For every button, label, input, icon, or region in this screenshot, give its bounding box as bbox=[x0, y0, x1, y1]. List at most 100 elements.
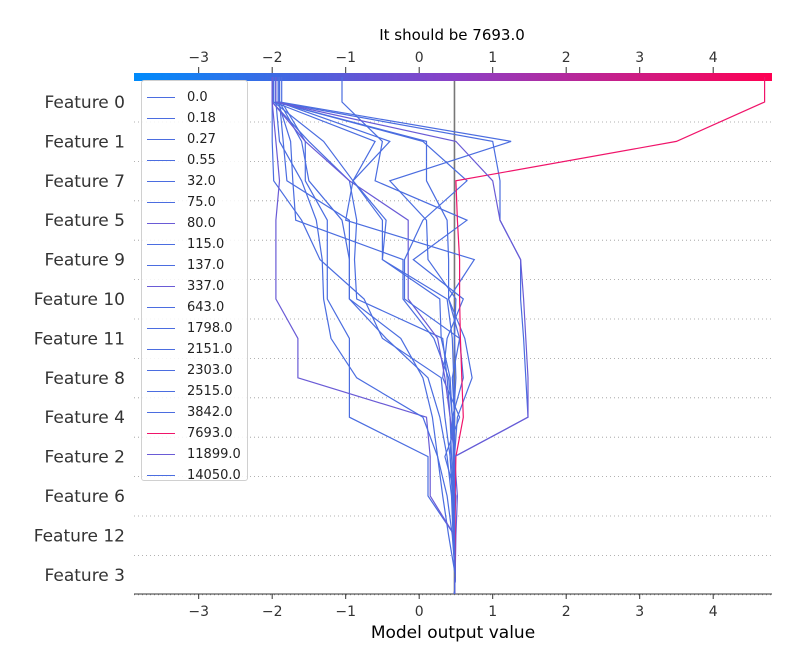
legend-item: 2151.0 bbox=[142, 339, 249, 360]
legend-swatch bbox=[147, 475, 175, 476]
legend-label: 0.55 bbox=[187, 153, 216, 168]
legend-label: 1798.0 bbox=[187, 321, 233, 336]
series-line bbox=[275, 77, 456, 595]
series-line bbox=[277, 77, 456, 595]
legend-item: 14050.0 bbox=[142, 465, 249, 486]
feature-label: Feature 11 bbox=[34, 329, 125, 349]
feature-label: Feature 6 bbox=[45, 487, 125, 507]
x-tick-label-bottom: −2 bbox=[262, 604, 283, 620]
series-line bbox=[271, 77, 456, 595]
legend-swatch bbox=[147, 349, 175, 350]
legend-item: 75.0 bbox=[142, 192, 249, 213]
legend-swatch bbox=[147, 307, 175, 308]
legend-label: 337.0 bbox=[187, 279, 225, 294]
x-tick-label-top: 0 bbox=[415, 50, 424, 66]
x-tick-label-bottom: −3 bbox=[188, 604, 209, 620]
series-line bbox=[278, 77, 456, 595]
legend-label: 14050.0 bbox=[187, 468, 241, 483]
feature-label: Feature 2 bbox=[45, 448, 125, 468]
series-line bbox=[278, 77, 512, 595]
feature-labels: Feature 0 Feature 1 Feature 7 Feature 5 Feat… bbox=[34, 93, 125, 586]
x-tick-label-bottom: 3 bbox=[635, 604, 644, 620]
x-axes: −3 −3 −2 −2 −1 −1 0 0 1 1 2 2 3 3 4 4 bbox=[134, 50, 772, 620]
legend-item: 115.0 bbox=[142, 234, 249, 255]
legend-label: 75.0 bbox=[187, 195, 216, 210]
legend-item: 3842.0 bbox=[142, 402, 249, 423]
series-line bbox=[281, 77, 456, 595]
legend-item: 2515.0 bbox=[142, 381, 249, 402]
legend-label: 3842.0 bbox=[187, 405, 233, 420]
legend-swatch bbox=[147, 286, 175, 287]
legend-label: 32.0 bbox=[187, 174, 216, 189]
legend-swatch bbox=[147, 433, 175, 434]
x-tick-label-bottom: 1 bbox=[488, 604, 497, 620]
legend: 0.0 0.18 0.27 0.55 32.0 75.0 80.0 115.0 137.0 337… bbox=[141, 80, 249, 483]
feature-label: Feature 8 bbox=[45, 369, 125, 389]
legend-item: 137.0 bbox=[142, 255, 249, 276]
legend-label: 2151.0 bbox=[187, 342, 233, 357]
legend-item: 0.55 bbox=[142, 150, 249, 171]
series-line bbox=[277, 77, 476, 595]
legend-item: 2303.0 bbox=[142, 360, 249, 381]
x-tick-label-top: −2 bbox=[262, 50, 283, 66]
series-line bbox=[275, 77, 529, 595]
legend-item: 643.0 bbox=[142, 297, 249, 318]
legend-swatch bbox=[147, 454, 175, 455]
x-tick-label-top: 2 bbox=[562, 50, 571, 66]
series-line bbox=[271, 77, 456, 595]
series-lines bbox=[271, 77, 766, 595]
x-tick-label-bottom: 0 bbox=[415, 604, 424, 620]
legend-label: 7693.0 bbox=[187, 426, 233, 441]
x-tick-label-top: 3 bbox=[635, 50, 644, 66]
feature-label: Feature 12 bbox=[34, 526, 125, 546]
legend-item: 7693.0 bbox=[142, 423, 249, 444]
colorbar bbox=[134, 73, 772, 81]
feature-label: Feature 0 bbox=[45, 93, 125, 113]
x-tick-label-top: −1 bbox=[335, 50, 356, 66]
feature-label: Feature 10 bbox=[34, 290, 125, 310]
legend-swatch bbox=[147, 139, 175, 140]
series-line bbox=[271, 77, 456, 595]
legend-swatch bbox=[147, 118, 175, 119]
series-line bbox=[273, 77, 456, 595]
legend-label: 2515.0 bbox=[187, 384, 233, 399]
legend-swatch bbox=[147, 223, 175, 224]
feature-label: Feature 3 bbox=[45, 566, 125, 586]
feature-label: Feature 5 bbox=[45, 211, 125, 231]
legend-item: 0.0 bbox=[142, 87, 249, 108]
legend-item: 0.18 bbox=[142, 108, 249, 129]
feature-label: Feature 9 bbox=[45, 251, 125, 271]
x-axis-label: Model output value bbox=[371, 623, 535, 643]
legend-label: 80.0 bbox=[187, 216, 216, 231]
x-tick-label-bottom: −1 bbox=[335, 604, 356, 620]
legend-label: 0.18 bbox=[187, 111, 216, 126]
x-tick-label-top: 4 bbox=[709, 50, 718, 66]
legend-item: 1798.0 bbox=[142, 318, 249, 339]
legend-swatch bbox=[147, 370, 175, 371]
legend-label: 115.0 bbox=[187, 237, 225, 252]
x-tick-label-bottom: 2 bbox=[562, 604, 571, 620]
legend-label: 0.27 bbox=[187, 132, 216, 147]
series-line bbox=[273, 77, 456, 595]
series-line bbox=[275, 77, 529, 595]
legend-swatch bbox=[147, 265, 175, 266]
legend-swatch bbox=[147, 244, 175, 245]
legend-item: 0.27 bbox=[142, 129, 249, 150]
x-tick-label-top: 1 bbox=[488, 50, 497, 66]
legend-swatch bbox=[147, 181, 175, 182]
legend-swatch bbox=[147, 412, 175, 413]
legend-swatch bbox=[147, 391, 175, 392]
feature-label: Feature 7 bbox=[45, 172, 125, 192]
legend-label: 2303.0 bbox=[187, 363, 233, 378]
x-tick-label-top: −3 bbox=[188, 50, 209, 66]
legend-label: 0.0 bbox=[187, 90, 208, 105]
legend-item: 337.0 bbox=[142, 276, 249, 297]
legend-item: 11899.0 bbox=[142, 444, 249, 465]
legend-label: 137.0 bbox=[187, 258, 225, 273]
chart-title: It should be 7693.0 bbox=[379, 26, 525, 44]
series-line bbox=[341, 77, 469, 595]
legend-label: 643.0 bbox=[187, 300, 225, 315]
feature-label: Feature 1 bbox=[45, 132, 125, 152]
feature-label: Feature 4 bbox=[45, 408, 125, 428]
